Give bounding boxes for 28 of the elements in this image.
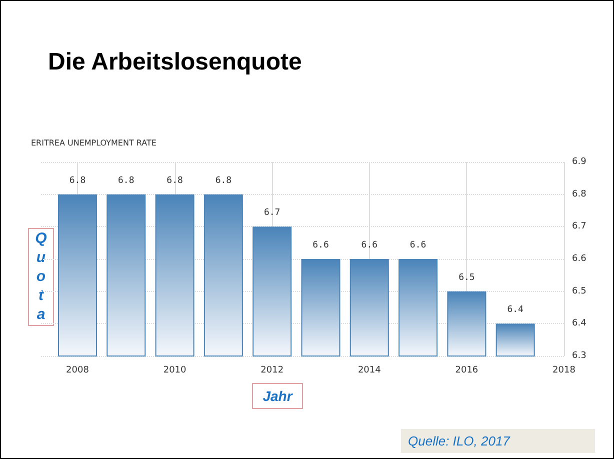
- chart-title: Die Arbeitslosenquote: [48, 48, 302, 76]
- y-tick-label: 6.4: [572, 318, 587, 329]
- x-tick-label: 2018: [552, 366, 576, 376]
- data-label: 6.4: [507, 305, 524, 316]
- data-label: 6.8: [69, 176, 86, 186]
- x-tick-label: 2012: [260, 366, 284, 376]
- chart-subtitle: ERITREA UNEMPLOYMENT RATE: [31, 138, 156, 148]
- data-label: 6.6: [410, 240, 426, 250]
- y-tick-label: 6.5: [572, 286, 586, 296]
- x-tick-label: 2014: [358, 366, 382, 376]
- x-axis-title: Jahr: [262, 388, 294, 404]
- x-tick-label: 2008: [66, 366, 90, 376]
- y-tick-label: 6.9: [572, 157, 587, 167]
- y-tick-label: 6.8: [572, 189, 587, 200]
- data-label: 6.7: [264, 208, 280, 218]
- data-label: 6.6: [361, 240, 378, 250]
- x-tick-label: 2010: [163, 366, 187, 376]
- x-tick-label: 2016: [455, 366, 478, 376]
- data-label: 6.8: [215, 176, 232, 186]
- y-axis-title: Quota: [35, 230, 48, 323]
- data-label: 6.5: [458, 272, 475, 283]
- source-note: Quelle: ILO, 2017: [408, 434, 511, 448]
- y-tick-label: 6.3: [572, 351, 586, 361]
- y-tick-label: 6.7: [572, 222, 586, 232]
- y-tick-label: 6.6: [572, 254, 587, 264]
- data-label: 6.6: [312, 240, 329, 250]
- data-label: 6.8: [166, 176, 183, 186]
- data-label: 6.8: [118, 176, 134, 186]
